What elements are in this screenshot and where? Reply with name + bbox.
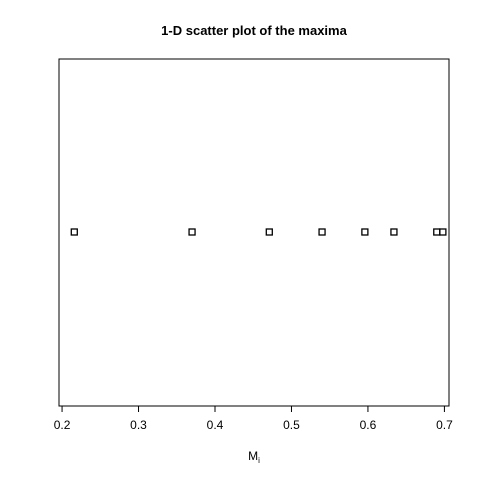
data-point [70,228,78,236]
data-point [361,228,369,236]
data-point [318,228,326,236]
chart-title: 1-D scatter plot of the maxima [161,23,347,38]
x-axis-label-subscript: i [258,456,260,465]
x-axis-label-main: M [248,449,258,463]
x-axis: 0.2 0.3 0.4 0.5 0.6 0.7 [54,405,453,432]
x-tick-label: 0.7 [436,418,453,432]
data-point [439,228,447,236]
x-tick-label: 0.4 [207,418,224,432]
x-tick-label: 0.3 [130,418,147,432]
x-tick-label: 0.5 [283,418,300,432]
x-tick-label: 0.6 [360,418,377,432]
data-points [70,228,447,236]
data-point [433,228,441,236]
data-point [265,228,273,236]
data-point [188,228,196,236]
x-tick-label: 0.2 [54,418,71,432]
data-point [390,228,398,236]
x-axis-label: Mi [248,449,260,465]
